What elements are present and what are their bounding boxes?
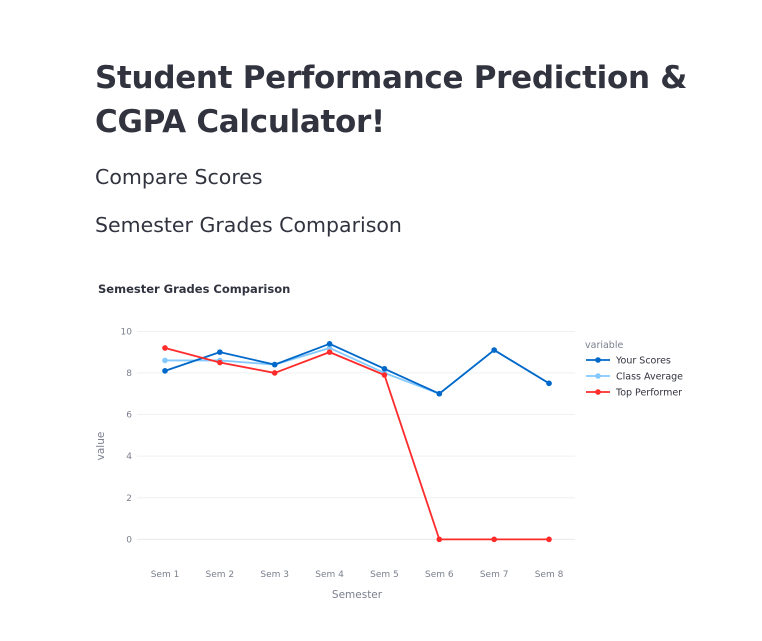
series-line [164, 347, 550, 541]
x-axis-label: Semester [332, 589, 383, 601]
series-lines [162, 341, 552, 543]
data-point[interactable] [491, 536, 497, 543]
data-point[interactable] [162, 357, 168, 364]
series-line [165, 347, 550, 395]
legend-item[interactable]: Top Performer [586, 388, 682, 399]
x-tick-label: Sem 7 [480, 570, 509, 580]
compare-scores-subheader: Compare Scores [95, 165, 263, 189]
legend-label: Top Performer [615, 388, 682, 399]
x-tick-label: Sem 6 [425, 570, 454, 580]
data-point[interactable] [271, 361, 278, 368]
data-point[interactable] [217, 349, 223, 355]
y-tick-label: 2 [126, 494, 132, 504]
series-top-performer[interactable] [162, 345, 552, 543]
legend-item[interactable]: Class Average [586, 372, 683, 383]
x-tick-label: Sem 2 [206, 570, 235, 580]
y-tick-label: 6 [126, 411, 132, 421]
legend-swatch-marker [595, 373, 601, 379]
data-point[interactable] [326, 341, 333, 347]
y-tick-label: 4 [126, 452, 132, 462]
legend-item[interactable]: Your Scores [586, 356, 671, 367]
data-point[interactable] [326, 349, 333, 355]
y-tick-label: 0 [126, 535, 132, 545]
data-point[interactable] [546, 536, 552, 543]
data-point[interactable] [326, 345, 333, 351]
data-point[interactable] [436, 536, 443, 543]
y-axis-label: value [95, 432, 107, 461]
series-your-scores[interactable] [162, 341, 552, 397]
legend-swatch-marker [595, 357, 601, 363]
legend-label: Your Scores [615, 356, 671, 367]
x-tick-label: Sem 5 [370, 570, 399, 580]
axis-ticks: 0 2 4 6 8 10 Sem 1 Sem 2 Sem 3 Sem 4 Sem 5 Sem 6 Sem… [121, 327, 564, 580]
semester-grades-subheader: Semester Grades Comparison [95, 213, 402, 237]
series-line [164, 342, 550, 395]
data-point[interactable] [436, 390, 443, 397]
y-tick-label: 8 [126, 369, 132, 379]
data-point[interactable] [491, 347, 497, 353]
data-point[interactable] [546, 380, 552, 387]
x-tick-label: Sem 1 [151, 570, 180, 580]
x-tick-label: Sem 8 [535, 570, 564, 580]
data-point[interactable] [162, 345, 168, 351]
data-point[interactable] [162, 368, 168, 374]
data-point[interactable] [217, 359, 223, 366]
chart-title: Semester Grades Comparison [98, 282, 290, 296]
x-tick-label: Sem 3 [260, 570, 289, 580]
y-tick-label: 10 [121, 327, 133, 337]
data-point[interactable] [381, 365, 388, 372]
legend-swatch-marker [595, 389, 601, 395]
x-tick-label: Sem 4 [315, 570, 344, 580]
legend-title: variable [585, 340, 623, 351]
page-title: Student Performance Prediction & CGPA Ca… [95, 60, 687, 140]
data-point[interactable] [381, 372, 388, 378]
chart-legend[interactable]: variable Your Scores Class Average Top Per… [585, 340, 683, 399]
legend-label: Class Average [616, 372, 683, 383]
data-point[interactable] [271, 370, 278, 376]
